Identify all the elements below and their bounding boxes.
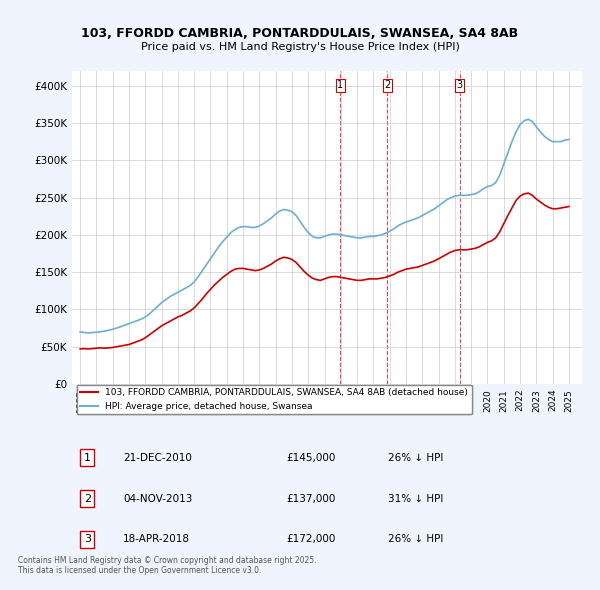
Text: £145,000: £145,000 xyxy=(286,453,335,463)
Text: £172,000: £172,000 xyxy=(286,535,335,545)
Text: £137,000: £137,000 xyxy=(286,494,335,504)
Text: 103, FFORDD CAMBRIA, PONTARDDULAIS, SWANSEA, SA4 8AB: 103, FFORDD CAMBRIA, PONTARDDULAIS, SWAN… xyxy=(82,27,518,40)
Text: 31% ↓ HPI: 31% ↓ HPI xyxy=(388,494,443,504)
Text: Contains HM Land Registry data © Crown copyright and database right 2025.
This d: Contains HM Land Registry data © Crown c… xyxy=(18,556,317,575)
Text: Price paid vs. HM Land Registry's House Price Index (HPI): Price paid vs. HM Land Registry's House … xyxy=(140,42,460,53)
Legend: 103, FFORDD CAMBRIA, PONTARDDULAIS, SWANSEA, SA4 8AB (detached house), HPI: Aver: 103, FFORDD CAMBRIA, PONTARDDULAIS, SWAN… xyxy=(77,385,472,414)
Text: 26% ↓ HPI: 26% ↓ HPI xyxy=(388,453,443,463)
Text: 26% ↓ HPI: 26% ↓ HPI xyxy=(388,535,443,545)
Text: 2: 2 xyxy=(84,494,91,504)
Text: 18-APR-2018: 18-APR-2018 xyxy=(123,535,190,545)
Text: 3: 3 xyxy=(84,535,91,545)
Text: 2: 2 xyxy=(384,80,390,90)
Text: 3: 3 xyxy=(457,80,463,90)
Text: 04-NOV-2013: 04-NOV-2013 xyxy=(123,494,193,504)
Text: 1: 1 xyxy=(84,453,91,463)
Text: 21-DEC-2010: 21-DEC-2010 xyxy=(123,453,192,463)
Text: 1: 1 xyxy=(337,80,343,90)
